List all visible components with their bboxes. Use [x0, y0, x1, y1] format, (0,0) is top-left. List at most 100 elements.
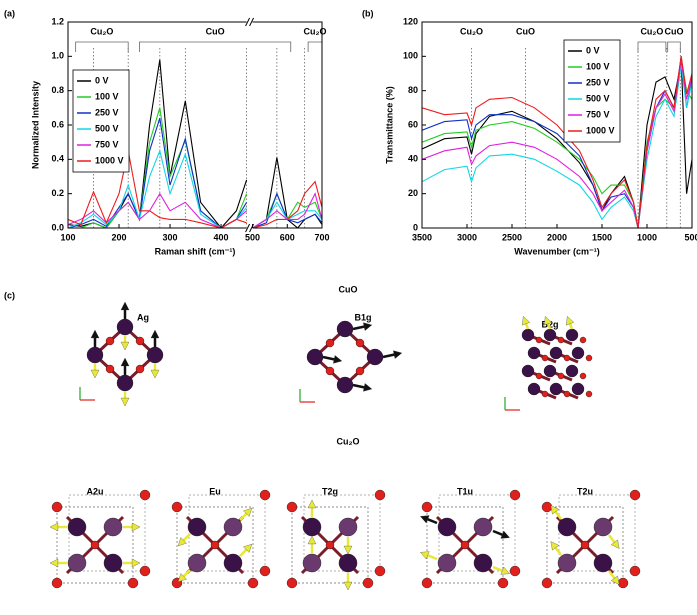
- atom: [437, 553, 457, 573]
- atom: [338, 517, 358, 537]
- atom: [509, 489, 521, 501]
- section-title: CuO: [339, 284, 358, 294]
- atom: [557, 553, 577, 573]
- atom: [585, 390, 593, 398]
- atom: [135, 364, 145, 374]
- arrow-head: [131, 522, 141, 532]
- arrow-head: [49, 522, 59, 532]
- annotation-bracket: [667, 41, 681, 52]
- x-tick-label: 600: [280, 232, 295, 242]
- legend-box: [563, 39, 621, 143]
- atom: [563, 354, 571, 362]
- mode-label: T2g: [322, 486, 338, 496]
- x-axis-label: Raman shift (cm⁻¹): [155, 246, 236, 256]
- atom: [473, 517, 493, 537]
- atom: [171, 501, 183, 513]
- atom: [135, 336, 145, 346]
- atom: [127, 577, 139, 589]
- atom: [571, 382, 585, 396]
- y-tick-label: 0.4: [51, 154, 64, 164]
- arrow-head: [243, 543, 253, 553]
- atom: [565, 364, 579, 378]
- legend-label: 0 V: [95, 75, 109, 85]
- break-mark: [245, 223, 251, 233]
- atom: [286, 577, 298, 589]
- y-tick-label: 0.8: [51, 85, 64, 95]
- cell-edge: [68, 494, 146, 572]
- atom: [541, 501, 553, 513]
- atom: [302, 553, 322, 573]
- y-tick-label: 1.2: [51, 16, 64, 26]
- atom: [325, 366, 335, 376]
- atom: [421, 577, 433, 589]
- atom: [421, 501, 433, 513]
- atom: [629, 565, 641, 577]
- atom: [67, 553, 87, 573]
- arrow-head: [49, 558, 59, 568]
- series-line: [422, 56, 692, 228]
- mode-label: A2u: [86, 486, 103, 496]
- atom: [629, 489, 641, 501]
- x-tick-label: 1000: [637, 232, 657, 242]
- atom: [223, 553, 243, 573]
- arrow-head: [150, 329, 160, 339]
- atom: [67, 517, 87, 537]
- atom: [103, 517, 123, 537]
- mode-label: Eu: [209, 486, 221, 496]
- legend-label: 1000 V: [586, 125, 615, 135]
- atom: [543, 328, 557, 342]
- atom: [541, 390, 549, 398]
- arrow-head: [522, 316, 531, 326]
- atom: [580, 540, 590, 550]
- arrow-head: [333, 355, 343, 364]
- atom: [585, 354, 593, 362]
- series-line: [68, 150, 247, 228]
- atom: [362, 577, 374, 589]
- atom: [306, 348, 324, 366]
- atom: [549, 382, 563, 396]
- atom: [325, 338, 335, 348]
- arrow-head: [307, 535, 317, 545]
- atom: [521, 328, 535, 342]
- arrow-head: [420, 551, 430, 560]
- atom: [557, 372, 565, 380]
- atom: [51, 501, 63, 513]
- arrow-head: [550, 505, 560, 515]
- arrow-head: [343, 581, 353, 591]
- annotation: CuO: [206, 26, 225, 36]
- legend-label: 500 V: [586, 93, 610, 103]
- y-axis-label: Transmittance (%): [384, 86, 394, 164]
- arrow-head: [610, 575, 620, 585]
- break-mark: [249, 17, 255, 27]
- atom: [103, 553, 123, 573]
- atom: [509, 565, 521, 577]
- series-line: [68, 148, 248, 228]
- atom: [521, 364, 535, 378]
- arrow-head: [120, 341, 130, 351]
- annotation-bracket: [637, 41, 667, 52]
- y-tick-label: 60: [408, 119, 418, 129]
- arrow-head: [363, 383, 373, 392]
- annotation-bracket: [139, 41, 292, 52]
- x-tick-label: 500: [245, 232, 260, 242]
- legend-label: 750 V: [95, 139, 119, 149]
- x-tick-label: 400: [214, 232, 229, 242]
- x-tick-label: 3000: [457, 232, 477, 242]
- arrow-head: [177, 573, 187, 583]
- atom: [223, 517, 243, 537]
- atom: [535, 372, 543, 380]
- arrow-head: [120, 301, 130, 311]
- cell-edge: [188, 494, 266, 572]
- atom: [105, 336, 115, 346]
- atom: [336, 320, 354, 338]
- series-line: [422, 61, 692, 228]
- x-tick-label: 2500: [502, 232, 522, 242]
- arrow-head: [243, 507, 253, 517]
- cell-edge: [546, 506, 624, 584]
- x-tick-label: 100: [60, 232, 75, 242]
- arrow-head: [120, 357, 130, 367]
- atom: [374, 489, 386, 501]
- cell-edge: [426, 506, 504, 584]
- atom: [617, 577, 629, 589]
- annotation-bracket: [75, 41, 129, 52]
